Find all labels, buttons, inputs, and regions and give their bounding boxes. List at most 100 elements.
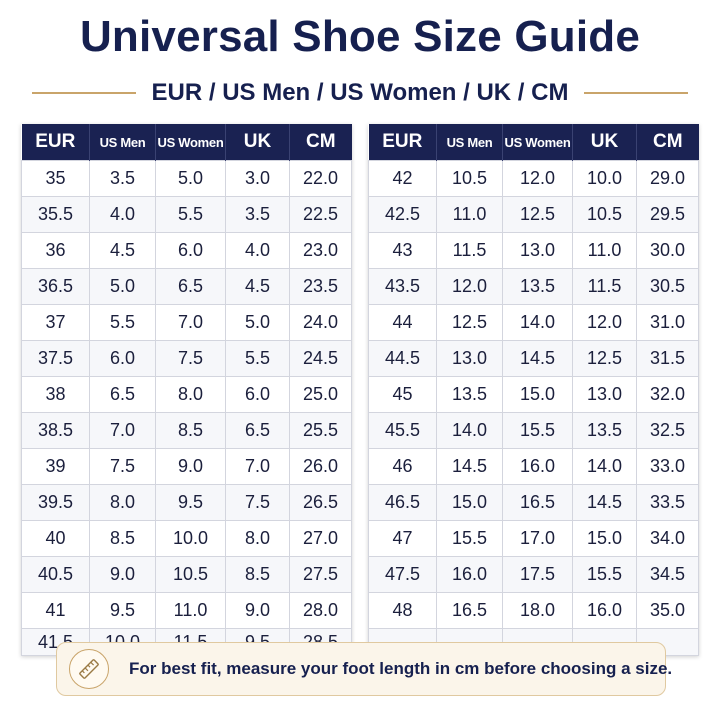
cell-us-men: 6.5 [89,376,156,413]
cell-cm: 30.5 [636,268,699,305]
cell-uk: 4.0 [225,232,290,269]
cell-eur: 38.5 [21,412,90,449]
cell-eur: 45.5 [368,412,437,449]
table-row: 35 3.5 5.0 3.0 22.0 [21,160,352,197]
cell-cm: 29.0 [636,160,699,197]
cell-us-men: 9.0 [89,556,156,593]
cell-uk: 4.5 [225,268,290,305]
cell-us-women: 9.5 [155,484,226,521]
cell-cm: 31.5 [636,340,699,377]
table-row: 38.5 7.0 8.5 6.5 25.5 [21,412,352,449]
cell-us-women: 14.0 [502,304,573,341]
cell-us-men: 7.5 [89,448,156,485]
cell-us-men: 5.0 [89,268,156,305]
cell-uk: 9.0 [225,592,290,629]
cell-uk: 8.0 [225,520,290,557]
table-row: 48 16.5 18.0 16.0 35.0 [368,592,699,629]
cell-us-men: 5.5 [89,304,156,341]
cell-us-women: 7.5 [155,340,226,377]
cell-us-women: 13.5 [502,268,573,305]
table-row: 43 11.5 13.0 11.0 30.0 [368,232,699,269]
header-eur: EUR [368,124,437,161]
header-cm: CM [636,124,699,161]
cell-us-men: 8.5 [89,520,156,557]
cell-us-women: 6.5 [155,268,226,305]
table-row: 42.5 11.0 12.5 10.5 29.5 [368,196,699,233]
cell-eur: 46.5 [368,484,437,521]
table-row: 37.5 6.0 7.5 5.5 24.5 [21,340,352,377]
table-row: 36.5 5.0 6.5 4.5 23.5 [21,268,352,305]
table-row: 47 15.5 17.0 15.0 34.0 [368,520,699,557]
cell-us-men: 9.5 [89,592,156,629]
table-row: 40 8.5 10.0 8.0 27.0 [21,520,352,557]
cell-cm: 33.0 [636,448,699,485]
cell-us-women: 16.0 [502,448,573,485]
cell-us-women: 17.5 [502,556,573,593]
cell-cm: 28.0 [289,592,352,629]
header-us-men: US Men [89,124,156,161]
cell-us-men: 15.0 [436,484,503,521]
cell-us-men: 12.0 [436,268,503,305]
cell-us-women: 11.0 [155,592,226,629]
cell-cm: 33.5 [636,484,699,521]
cell-cm: 24.5 [289,340,352,377]
cell-us-women: 9.0 [155,448,226,485]
table-row: 46.5 15.0 16.5 14.5 33.5 [368,484,699,521]
table-row: 40.5 9.0 10.5 8.5 27.5 [21,556,352,593]
table-row: 38 6.5 8.0 6.0 25.0 [21,376,352,413]
cell-us-women: 15.5 [502,412,573,449]
cell-uk: 7.0 [225,448,290,485]
cell-uk: 11.5 [572,268,637,305]
cell-eur: 41 [21,592,90,629]
cell-eur: 45 [368,376,437,413]
cell-eur: 36.5 [21,268,90,305]
cell-us-men: 3.5 [89,160,156,197]
cell-cm: 26.0 [289,448,352,485]
cell-eur: 44.5 [368,340,437,377]
table-row: 45.5 14.0 15.5 13.5 32.5 [368,412,699,449]
table-row: 45 13.5 15.0 13.0 32.0 [368,376,699,413]
page-subtitle: EUR / US Men / US Women / UK / CM [151,79,569,106]
cell-cm: 23.0 [289,232,352,269]
cell-uk: 10.5 [572,196,637,233]
page-title: Universal Shoe Size Guide [79,12,641,61]
header-us-women: US Women [502,124,573,161]
table-row: 41 9.5 11.0 9.0 28.0 [21,592,352,629]
cell-us-men: 16.5 [436,592,503,629]
cell-eur: 42 [368,160,437,197]
cell-us-men: 16.0 [436,556,503,593]
cell-us-men: 4.0 [89,196,156,233]
cell-us-women: 12.5 [502,196,573,233]
header-cm: CM [289,124,352,161]
cell-eur: 48 [368,592,437,629]
cell-eur: 47 [368,520,437,557]
cell-cm: 25.0 [289,376,352,413]
cell-us-men: 4.5 [89,232,156,269]
header-eur: EUR [21,124,90,161]
header-uk: UK [572,124,637,161]
cell-cm: 23.5 [289,268,352,305]
cell-us-men: 15.5 [436,520,503,557]
cell-cm: 34.5 [636,556,699,593]
cell-uk: 8.5 [225,556,290,593]
cell-uk: 5.5 [225,340,290,377]
cell-uk: 11.0 [572,232,637,269]
cell-uk: 3.5 [225,196,290,233]
cell-eur: 47.5 [368,556,437,593]
table-row: 44 12.5 14.0 12.0 31.0 [368,304,699,341]
cell-cm: 22.5 [289,196,352,233]
cell-cm: 24.0 [289,304,352,341]
cell-us-women: 5.5 [155,196,226,233]
cell-us-men: 10.5 [436,160,503,197]
cell-cm: 31.0 [636,304,699,341]
table-row: 43.5 12.0 13.5 11.5 30.5 [368,268,699,305]
cell-cm: 30.0 [636,232,699,269]
table-header-row: EUR US Men US Women UK CM [21,124,352,161]
header-us-men: US Men [436,124,503,161]
cell-us-men: 7.0 [89,412,156,449]
cell-eur: 37.5 [21,340,90,377]
table-header-row: EUR US Men US Women UK CM [368,124,699,161]
cell-cm: 25.5 [289,412,352,449]
cell-eur: 35 [21,160,90,197]
cell-us-men: 8.0 [89,484,156,521]
